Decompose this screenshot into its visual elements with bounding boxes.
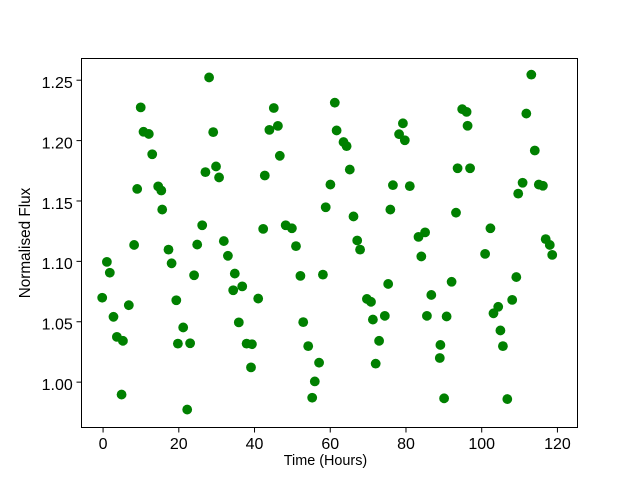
svg-text:40: 40 bbox=[246, 436, 264, 453]
svg-text:1.00: 1.00 bbox=[42, 377, 73, 394]
svg-text:Time (Hours): Time (Hours) bbox=[284, 453, 367, 469]
svg-text:20: 20 bbox=[170, 436, 188, 453]
svg-text:120: 120 bbox=[544, 436, 571, 453]
svg-text:1.10: 1.10 bbox=[42, 256, 73, 273]
svg-text:0: 0 bbox=[99, 436, 108, 453]
svg-text:1.05: 1.05 bbox=[42, 317, 73, 334]
svg-text:Normalised Flux: Normalised Flux bbox=[17, 187, 34, 298]
svg-text:1.20: 1.20 bbox=[42, 135, 73, 152]
svg-text:80: 80 bbox=[397, 436, 415, 453]
svg-text:60: 60 bbox=[321, 436, 339, 453]
svg-text:1.25: 1.25 bbox=[42, 75, 73, 92]
svg-text:100: 100 bbox=[468, 436, 495, 453]
svg-text:1.15: 1.15 bbox=[42, 196, 73, 213]
